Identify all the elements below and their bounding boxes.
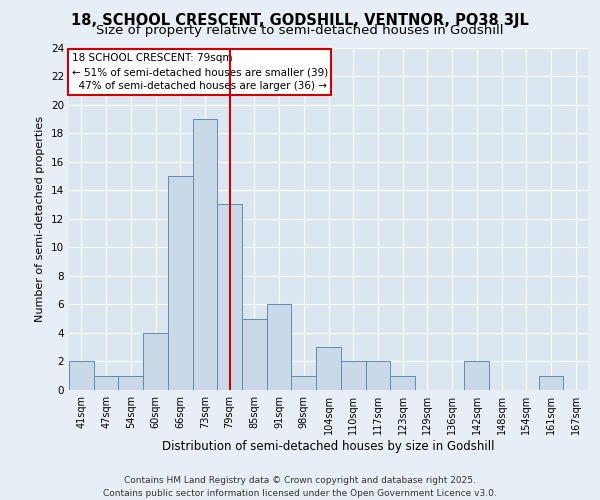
Bar — [341, 362, 365, 390]
Text: Size of property relative to semi-detached houses in Godshill: Size of property relative to semi-detach… — [96, 24, 504, 37]
Bar — [242, 318, 267, 390]
Bar — [539, 376, 563, 390]
Bar — [193, 119, 217, 390]
Bar — [217, 204, 242, 390]
Text: 18 SCHOOL CRESCENT: 79sqm
← 51% of semi-detached houses are smaller (39)
  47% o: 18 SCHOOL CRESCENT: 79sqm ← 51% of semi-… — [71, 52, 328, 92]
Bar — [168, 176, 193, 390]
Text: Contains HM Land Registry data © Crown copyright and database right 2025.
Contai: Contains HM Land Registry data © Crown c… — [103, 476, 497, 498]
Bar — [464, 362, 489, 390]
X-axis label: Distribution of semi-detached houses by size in Godshill: Distribution of semi-detached houses by … — [162, 440, 495, 452]
Y-axis label: Number of semi-detached properties: Number of semi-detached properties — [35, 116, 46, 322]
Bar — [365, 362, 390, 390]
Bar — [69, 362, 94, 390]
Bar — [94, 376, 118, 390]
Bar — [267, 304, 292, 390]
Text: 18, SCHOOL CRESCENT, GODSHILL, VENTNOR, PO38 3JL: 18, SCHOOL CRESCENT, GODSHILL, VENTNOR, … — [71, 12, 529, 28]
Bar — [292, 376, 316, 390]
Bar — [118, 376, 143, 390]
Bar — [316, 347, 341, 390]
Bar — [390, 376, 415, 390]
Bar — [143, 333, 168, 390]
